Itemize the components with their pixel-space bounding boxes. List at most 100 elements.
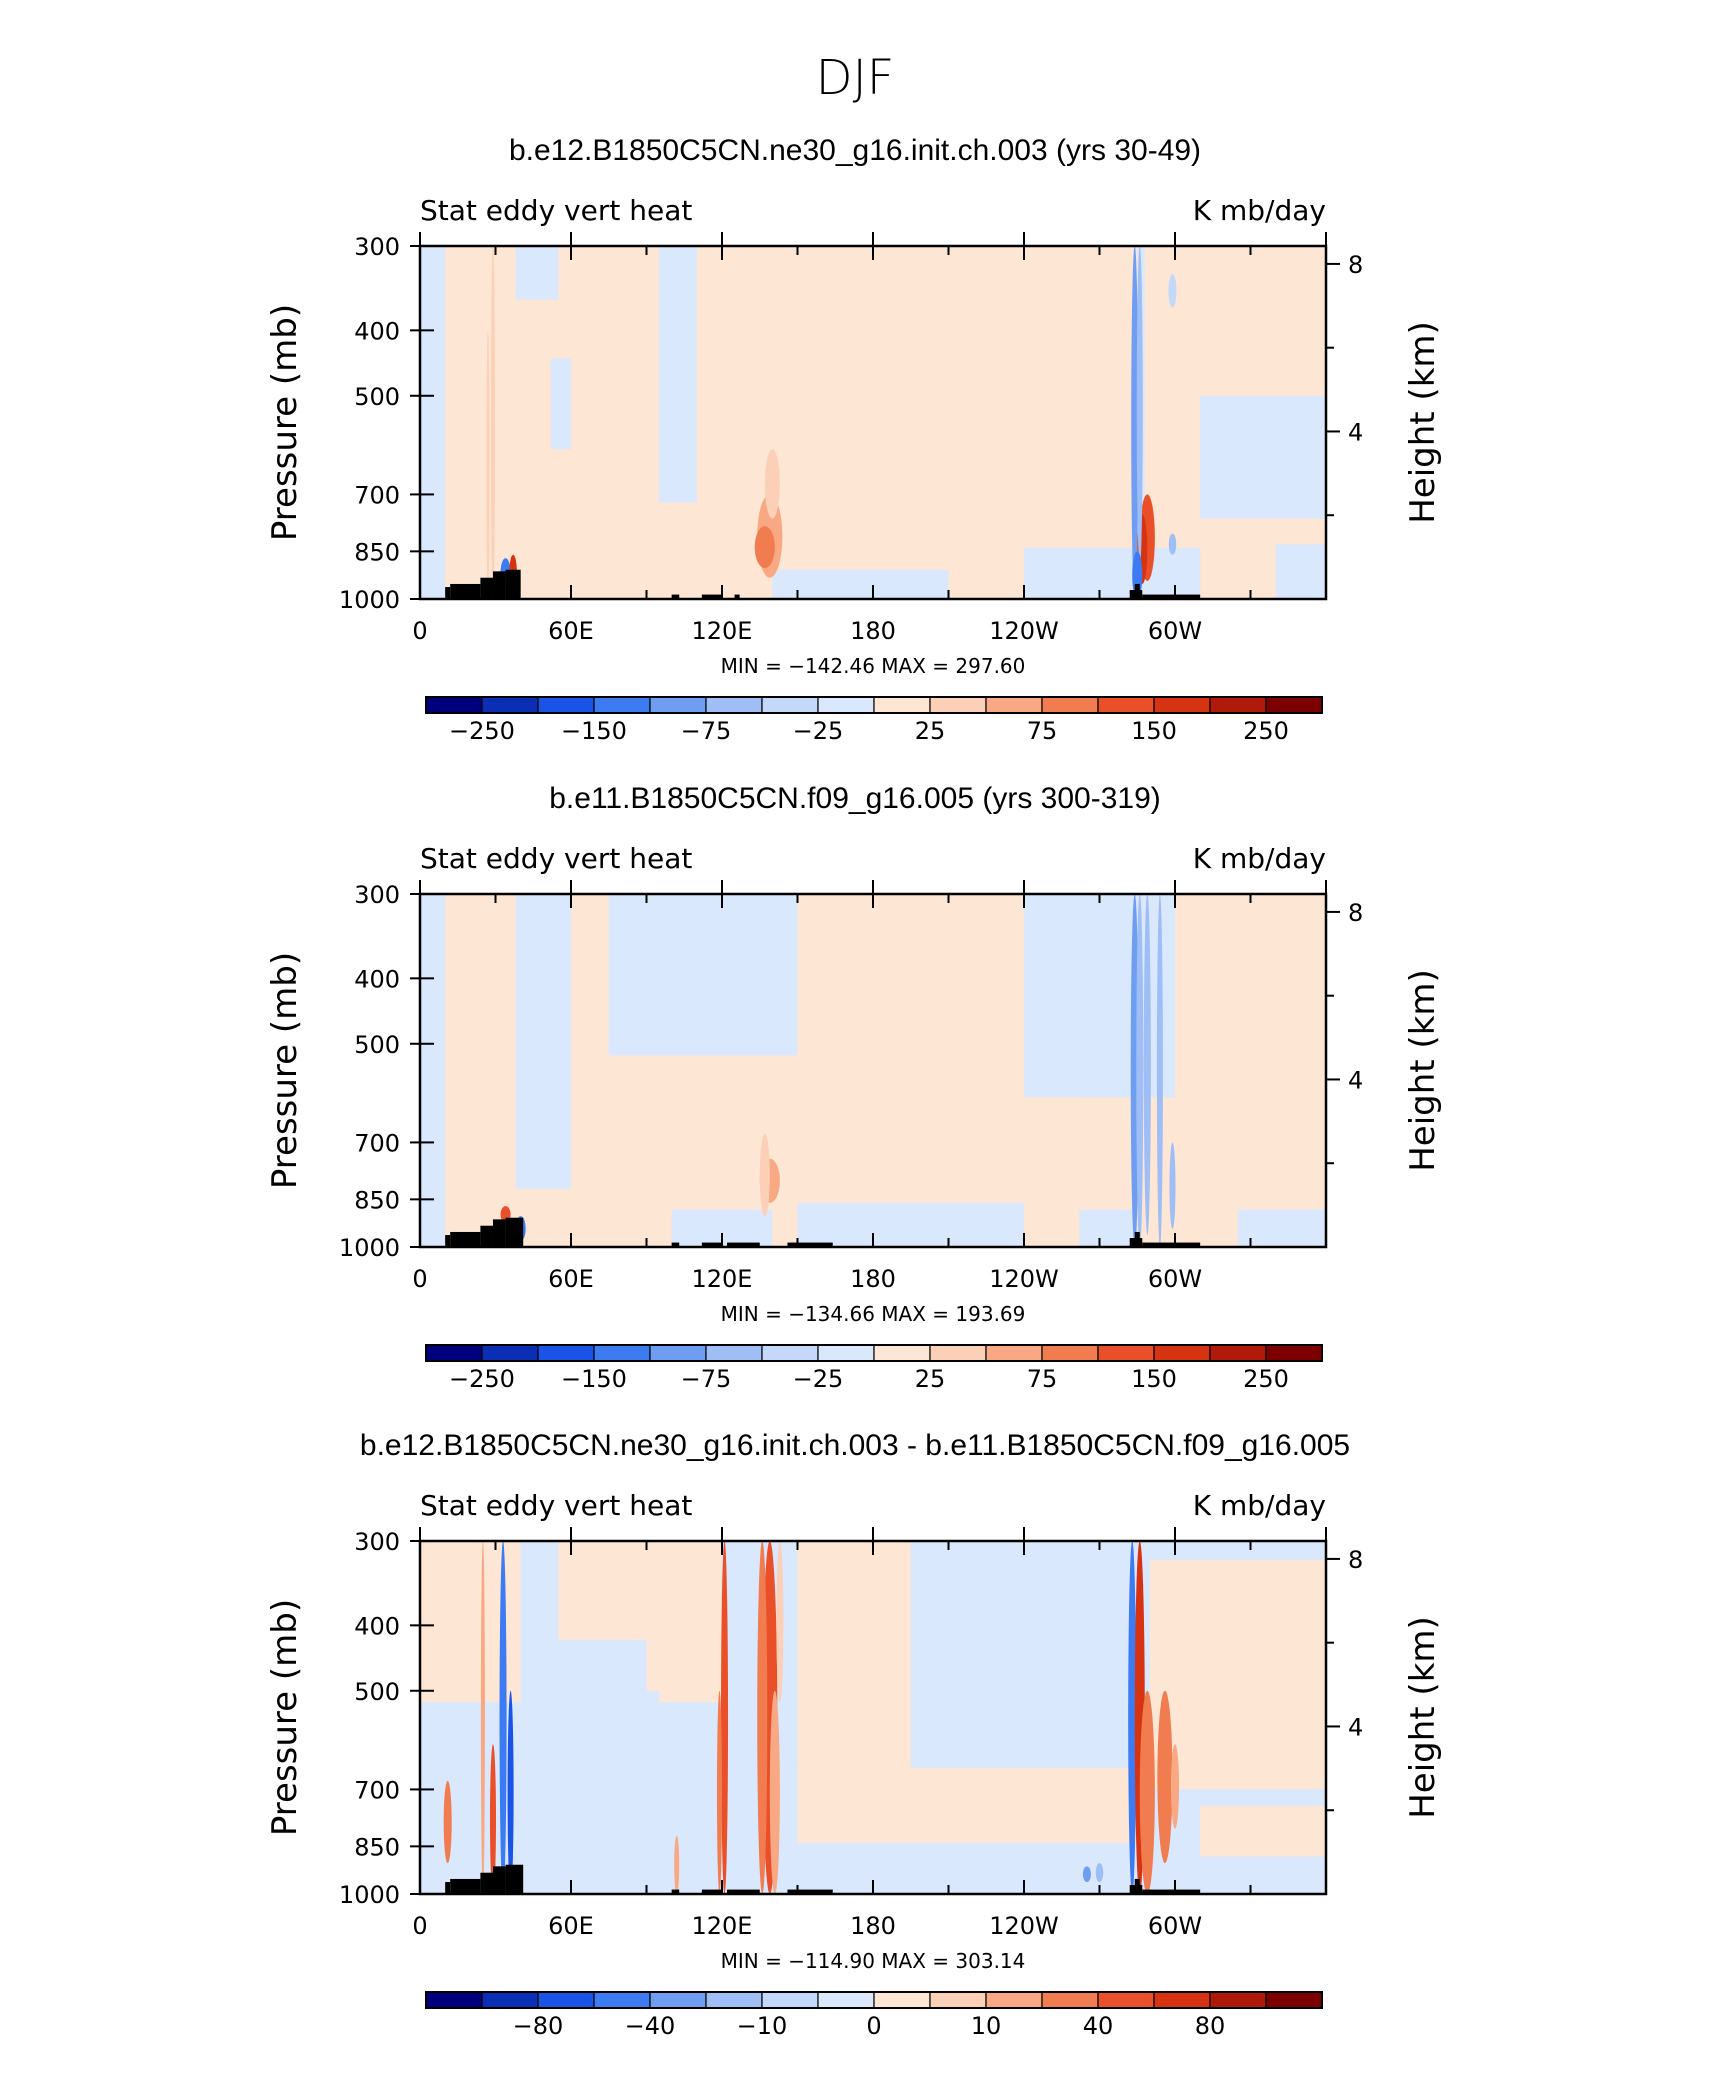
colorbar-box [537, 1991, 595, 2009]
colorbar-tick-label: −250 [449, 717, 515, 745]
y-tick-label: 500 [354, 1031, 400, 1059]
contour-streak [776, 1541, 784, 1703]
topography [445, 587, 451, 599]
contour-field [420, 894, 1326, 1247]
contour-streak [759, 1133, 770, 1217]
positive-region [558, 526, 642, 569]
colorbar-box [873, 1991, 931, 2009]
contour-streak [754, 526, 775, 569]
contour-streak [764, 449, 780, 519]
colorbar-tick-label: 40 [1083, 2012, 1114, 2040]
contour-streak [480, 1541, 485, 1894]
topography [450, 583, 481, 599]
positive-region [1195, 246, 1326, 396]
negative-region [659, 246, 697, 503]
figure-title: DJF [816, 50, 895, 106]
colorbar-tick-label: 25 [915, 717, 946, 745]
colorbar-box [593, 696, 651, 714]
min-max-label: MIN = −142.46 MAX = 297.60 [721, 654, 1026, 678]
x-tick-label: 60E [548, 1265, 594, 1293]
colorbar-tick-label: −75 [681, 1365, 732, 1393]
contour-streak [1136, 894, 1144, 1247]
y-tick-label: 400 [354, 317, 400, 345]
panel-title: b.e12.B1850C5CN.ne30_g16.init.ch.003 (yr… [509, 134, 1201, 167]
positive-region [767, 246, 785, 469]
topography [734, 594, 740, 599]
positive-region [445, 246, 511, 599]
colorbar-box [649, 696, 707, 714]
colorbar-box [761, 1344, 819, 1362]
negative-region [797, 1202, 1024, 1247]
topography [445, 1882, 451, 1894]
colorbar-tick-label: 250 [1243, 717, 1289, 745]
colorbar-box [929, 1991, 987, 2009]
contour-streak [1157, 1690, 1173, 1864]
colorbar-tick-label: 250 [1243, 1365, 1289, 1393]
topography [701, 1889, 722, 1894]
panel-units-label: K mb/day [1193, 194, 1326, 227]
topography [505, 569, 521, 599]
colorbar-box [481, 1344, 539, 1362]
contour-streak [769, 1690, 780, 1894]
contour-streak [1168, 533, 1177, 555]
colorbar-box [425, 1991, 483, 2009]
colorbar-box [1097, 1344, 1155, 1362]
panel-field-label: Stat eddy vert heat [420, 842, 692, 875]
contour-streak [1156, 894, 1163, 1247]
colorbar-tick-label: 150 [1131, 717, 1177, 745]
colorbar-tick-label: 10 [971, 2012, 1002, 2040]
colorbar-box [929, 696, 987, 714]
colorbar-box [425, 696, 483, 714]
topography [701, 594, 722, 599]
negative-region [608, 894, 798, 1056]
topography [480, 1872, 493, 1894]
contour-streak [1128, 1541, 1137, 1894]
y2-tick-label: 8 [1348, 899, 1363, 927]
panel-field-label: Stat eddy vert heat [420, 194, 692, 227]
colorbar-box [1153, 696, 1211, 714]
colorbar-box [425, 1344, 483, 1362]
colorbar-frame [425, 696, 1323, 714]
colorbar-box [817, 1344, 875, 1362]
colorbar-box [761, 696, 819, 714]
y-axis-label: Pressure (mb) [265, 952, 305, 1189]
panel-2: b.e11.B1850C5CN.f09_g16.005 (yrs 300-319… [265, 782, 1443, 1393]
y-tick-label: 850 [354, 1833, 400, 1861]
panel-title: b.e12.B1850C5CN.ne30_g16.init.ch.003 - b… [360, 1429, 1350, 1462]
colorbar-box [537, 696, 595, 714]
y2-axis-label: Height (km) [1403, 321, 1443, 524]
colorbar-box [705, 696, 763, 714]
colorbar-box [705, 1344, 763, 1362]
colorbar: −250 −150 −75 −25 25 75 150 250 [425, 1344, 1323, 1393]
x-tick-label: 120E [692, 1265, 753, 1293]
x-tick-label: 120W [989, 1265, 1059, 1293]
y-tick-label: 400 [354, 965, 400, 993]
y-tick-label: 300 [354, 881, 400, 909]
topography [671, 1889, 680, 1894]
negative-region [1200, 395, 1326, 519]
contour-streak [716, 1690, 722, 1894]
positive-region [1200, 1805, 1326, 1857]
contour-streak [1168, 273, 1177, 308]
colorbar-box [817, 696, 875, 714]
colorbar-box [705, 1991, 763, 2009]
colorbar-box [873, 1344, 931, 1362]
y-tick-label: 300 [354, 233, 400, 261]
positive-region [1149, 1559, 1326, 1790]
contour-field [420, 246, 1326, 599]
colorbar-box [1209, 1344, 1267, 1362]
y-tick-label: 1000 [339, 1234, 400, 1262]
contour-streak [1139, 1690, 1155, 1894]
panel-title: b.e11.B1850C5CN.f09_g16.005 (yrs 300-319… [549, 782, 1161, 815]
positive-region [558, 1541, 647, 1640]
y2-tick-label: 4 [1348, 418, 1363, 446]
colorbar-box [873, 696, 931, 714]
x-tick-label: 120W [989, 617, 1059, 645]
colorbar-box [1209, 1991, 1267, 2009]
colorbar-tick-label: −40 [625, 2012, 676, 2040]
y-tick-label: 850 [354, 1186, 400, 1214]
colorbar-tick-label: 80 [1195, 2012, 1226, 2040]
negative-region [1024, 547, 1201, 599]
colorbar-box [1097, 1991, 1155, 2009]
